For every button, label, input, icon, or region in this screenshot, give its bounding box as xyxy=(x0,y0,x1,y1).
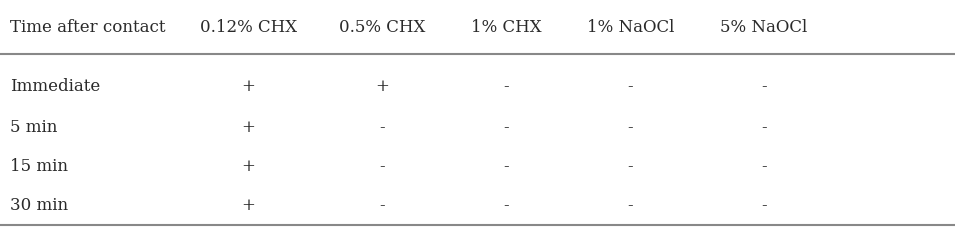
Text: +: + xyxy=(242,196,255,213)
Text: 15 min: 15 min xyxy=(10,157,68,174)
Text: 5% NaOCl: 5% NaOCl xyxy=(720,19,808,36)
Text: 1% CHX: 1% CHX xyxy=(471,19,541,36)
Text: -: - xyxy=(627,78,633,95)
Text: +: + xyxy=(242,78,255,95)
Text: -: - xyxy=(627,157,633,174)
Text: -: - xyxy=(503,78,509,95)
Text: Time after contact: Time after contact xyxy=(10,19,165,36)
Text: +: + xyxy=(242,157,255,174)
Text: 0.5% CHX: 0.5% CHX xyxy=(339,19,425,36)
Text: -: - xyxy=(761,78,767,95)
Text: -: - xyxy=(627,119,633,136)
Text: -: - xyxy=(761,196,767,213)
Text: -: - xyxy=(379,157,385,174)
Text: Immediate: Immediate xyxy=(10,78,100,95)
Text: -: - xyxy=(379,196,385,213)
Text: 0.12% CHX: 0.12% CHX xyxy=(200,19,297,36)
Text: 5 min: 5 min xyxy=(10,119,57,136)
Text: -: - xyxy=(503,157,509,174)
Text: +: + xyxy=(375,78,389,95)
Text: 30 min: 30 min xyxy=(10,196,68,213)
Text: -: - xyxy=(761,157,767,174)
Text: -: - xyxy=(503,119,509,136)
Text: -: - xyxy=(761,119,767,136)
Text: -: - xyxy=(503,196,509,213)
Text: -: - xyxy=(627,196,633,213)
Text: 1% NaOCl: 1% NaOCl xyxy=(586,19,674,36)
Text: -: - xyxy=(379,119,385,136)
Text: +: + xyxy=(242,119,255,136)
